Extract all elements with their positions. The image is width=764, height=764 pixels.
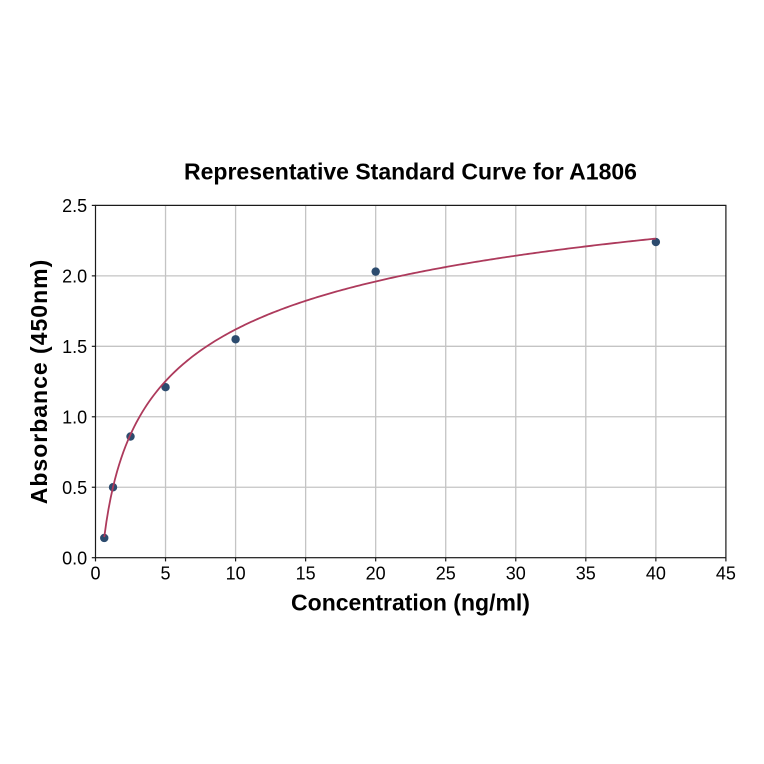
svg-text:10: 10: [226, 564, 246, 584]
svg-text:40: 40: [646, 564, 666, 584]
svg-text:Concentration (ng/ml): Concentration (ng/ml): [291, 590, 530, 616]
svg-text:Representative Standard Curve: Representative Standard Curve for A1806: [184, 159, 637, 185]
svg-text:2.5: 2.5: [62, 196, 87, 216]
svg-text:45: 45: [716, 564, 736, 584]
svg-text:0.5: 0.5: [62, 478, 87, 498]
svg-text:2.0: 2.0: [62, 267, 87, 287]
svg-text:25: 25: [436, 564, 456, 584]
svg-text:5: 5: [161, 564, 171, 584]
svg-text:1.0: 1.0: [62, 407, 87, 427]
svg-text:15: 15: [296, 564, 316, 584]
svg-text:35: 35: [576, 564, 596, 584]
svg-text:1.5: 1.5: [62, 337, 87, 357]
svg-text:0: 0: [90, 564, 100, 584]
svg-text:Absorbance (450nm): Absorbance (450nm): [26, 259, 52, 505]
svg-text:0.0: 0.0: [62, 548, 87, 568]
svg-text:20: 20: [366, 564, 386, 584]
svg-text:30: 30: [506, 564, 526, 584]
